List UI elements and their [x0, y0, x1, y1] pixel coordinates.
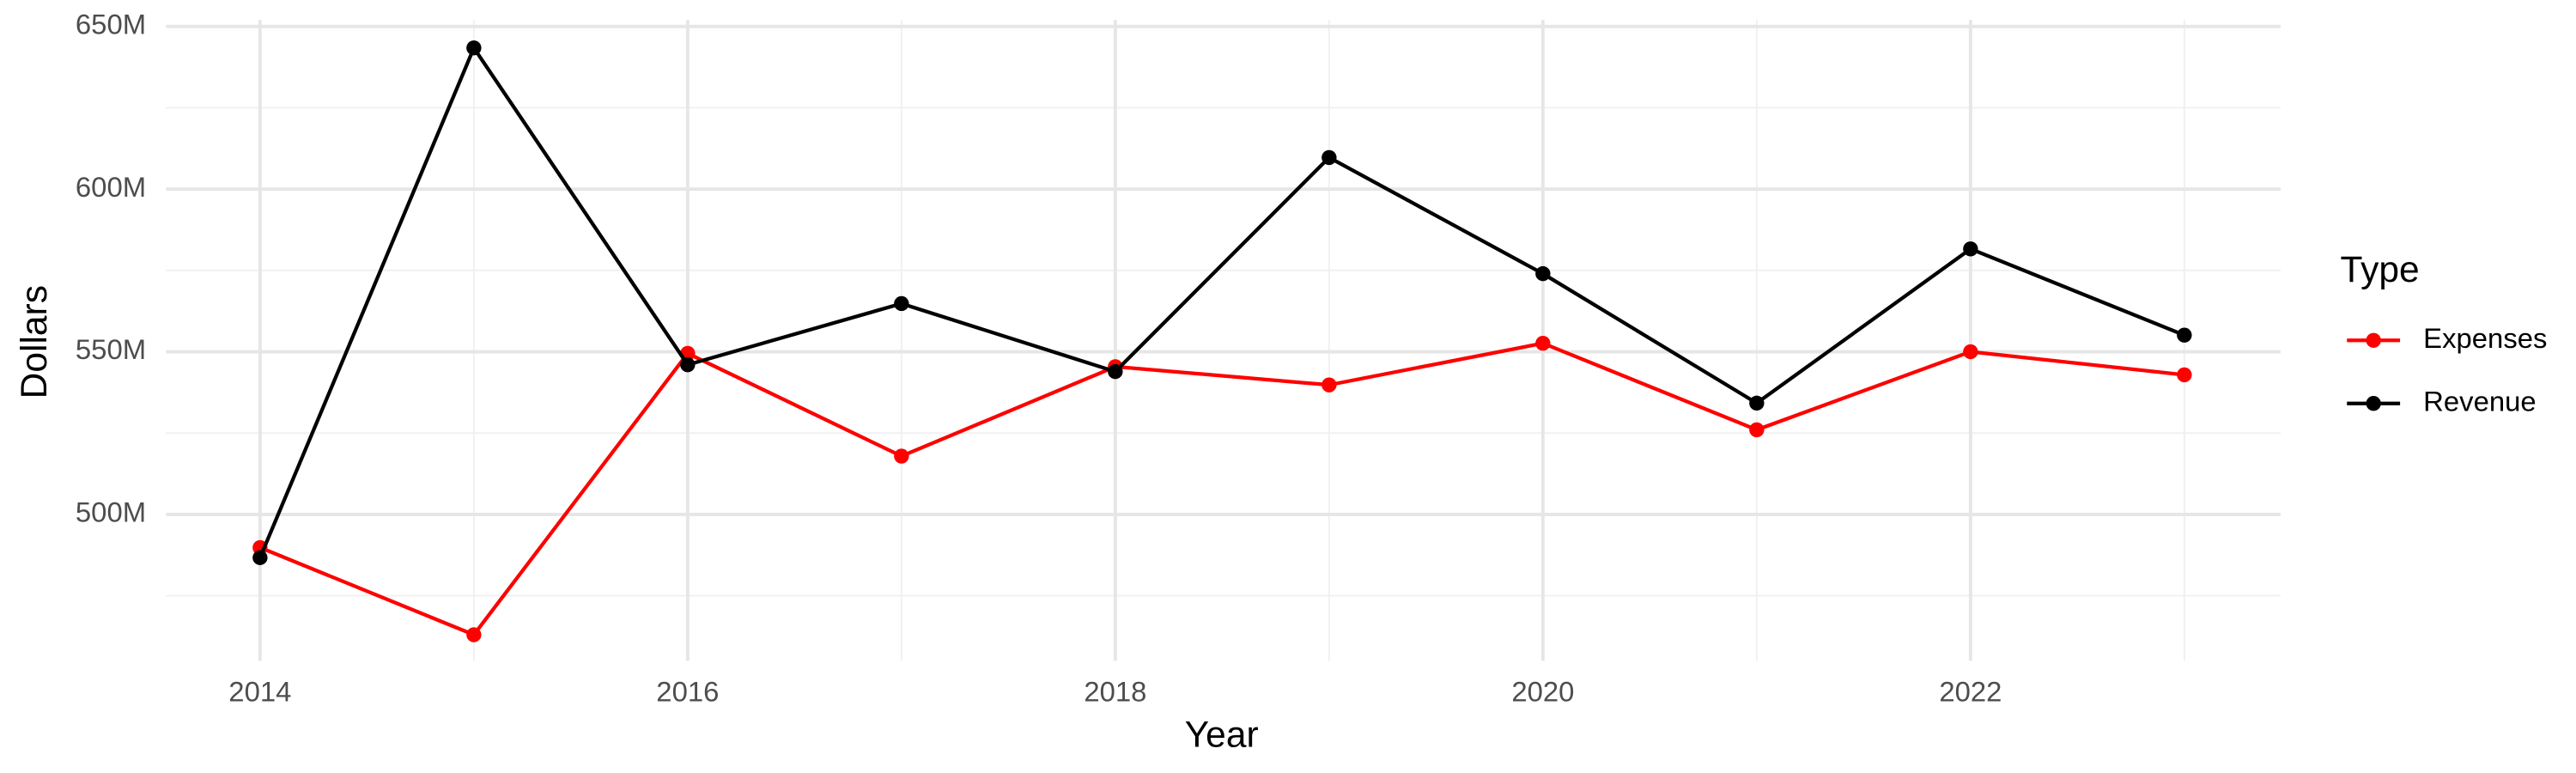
point — [2177, 367, 2192, 383]
x-tick-label: 2022 — [1939, 676, 2002, 708]
point — [1108, 363, 1123, 380]
point — [680, 356, 696, 373]
x-tick-label: 2020 — [1511, 676, 1574, 708]
y-axis-label: Dollars — [15, 285, 55, 399]
x-tick-label: 2016 — [656, 676, 719, 708]
legend-title: Type — [2341, 250, 2420, 290]
point — [1963, 241, 1978, 257]
series-line — [259, 341, 2185, 637]
y-tick-label: 650M — [76, 8, 146, 40]
x-axis-label: Year — [1185, 715, 1259, 755]
series-line — [258, 44, 2185, 559]
legend-point — [2366, 332, 2381, 348]
point — [466, 40, 482, 56]
point — [894, 295, 909, 312]
point — [2177, 327, 2192, 343]
point — [1963, 344, 1978, 360]
point — [1321, 377, 1337, 393]
x-tick-label: 2014 — [228, 676, 291, 708]
point — [1535, 335, 1551, 351]
point — [1321, 149, 1337, 166]
point — [466, 627, 482, 642]
point — [252, 550, 268, 565]
point — [1749, 395, 1765, 411]
point — [1749, 422, 1765, 438]
y-tick-label: 500M — [76, 496, 146, 528]
legend-point — [2366, 396, 2381, 411]
legend-label: Revenue — [2423, 385, 2537, 417]
point — [894, 448, 909, 464]
x-tick-label: 2018 — [1084, 676, 1146, 708]
y-tick-label: 550M — [76, 333, 146, 365]
legend-label: Expenses — [2423, 322, 2547, 354]
y-tick-label: 600M — [76, 171, 146, 203]
point — [1535, 265, 1551, 282]
